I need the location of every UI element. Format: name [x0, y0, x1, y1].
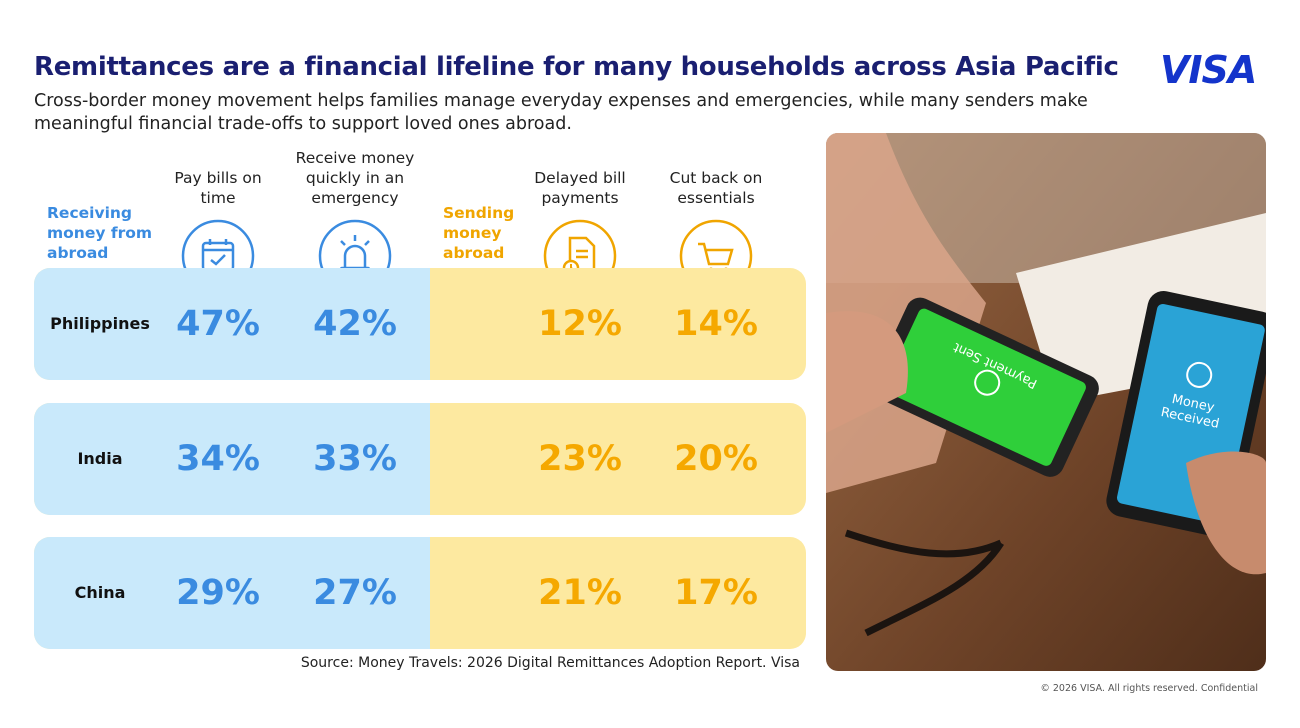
group-label: Sending money abroad: [443, 204, 515, 262]
row-left-band: [34, 403, 430, 515]
column-header: Delayed bill payments: [534, 169, 626, 207]
value-cell: 21%: [538, 573, 622, 613]
table-row: China 29% 27% 21% 17%: [34, 537, 806, 649]
value-cell: 14%: [674, 304, 758, 344]
value-cell: 47%: [176, 304, 260, 344]
column-header: Pay bills on time: [174, 169, 262, 207]
value-cell: 23%: [538, 439, 622, 479]
country-label: Philippines: [50, 314, 150, 333]
value-cell: 20%: [674, 439, 758, 479]
country-label: India: [77, 449, 123, 468]
value-cell: 42%: [313, 304, 397, 344]
value-cell: 17%: [674, 573, 758, 613]
value-cell: 33%: [313, 439, 397, 479]
subtitle: Cross-border money movement helps famili…: [34, 91, 1088, 134]
logo: VISA: [1160, 48, 1257, 92]
column-header: Receive money quickly in an emergency: [295, 149, 415, 207]
group-label: Receiving money from abroad: [47, 204, 153, 262]
country-label: China: [74, 583, 126, 602]
copyright: © 2026 VISA. All rights reserved. Confid…: [1040, 683, 1258, 694]
value-cell: 27%: [313, 573, 397, 613]
value-cell: 34%: [176, 439, 260, 479]
photo: Payment Sent Money Received: [826, 133, 1266, 671]
row-left-band: [34, 268, 430, 380]
value-cell: 29%: [176, 573, 260, 613]
title: Remittances are a financial lifeline for…: [34, 52, 1119, 82]
row-left-band: [34, 537, 430, 649]
column-header: Cut back on essentials: [669, 169, 763, 207]
source: Source: Money Travels: 2026 Digital Remi…: [300, 655, 800, 671]
table-row: Philippines 47% 42% 12% 14%: [34, 268, 806, 380]
value-cell: 12%: [538, 304, 622, 344]
table-row: India 34% 33% 23% 20%: [34, 403, 806, 515]
